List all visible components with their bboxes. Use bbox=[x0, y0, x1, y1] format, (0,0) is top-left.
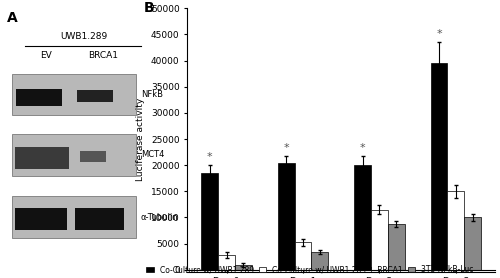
FancyBboxPatch shape bbox=[15, 208, 67, 230]
Bar bbox=[388, 224, 404, 270]
Bar bbox=[278, 163, 294, 270]
Text: B: B bbox=[144, 1, 155, 14]
Bar bbox=[430, 63, 448, 270]
Text: EV: EV bbox=[40, 51, 52, 60]
Text: *: * bbox=[360, 143, 366, 153]
Text: *: * bbox=[284, 143, 289, 153]
FancyBboxPatch shape bbox=[77, 90, 113, 102]
FancyBboxPatch shape bbox=[76, 208, 124, 230]
FancyBboxPatch shape bbox=[80, 151, 106, 162]
FancyBboxPatch shape bbox=[12, 197, 136, 238]
Bar bbox=[312, 252, 328, 270]
FancyBboxPatch shape bbox=[12, 74, 136, 115]
Y-axis label: Luciferase activity: Luciferase activity bbox=[136, 97, 145, 181]
Legend: Co-Culture w/ UWB1.289, Co-Culture w/ UWB1.289 + BRCA1, 3T3 NFkB-Luc: Co-Culture w/ UWB1.289, Co-Culture w/ UW… bbox=[146, 265, 474, 274]
Text: BRCA1: BRCA1 bbox=[88, 51, 118, 60]
Bar bbox=[354, 165, 371, 270]
FancyBboxPatch shape bbox=[12, 134, 136, 176]
Text: MCT4: MCT4 bbox=[140, 150, 164, 159]
FancyBboxPatch shape bbox=[15, 147, 69, 169]
Bar bbox=[202, 173, 218, 270]
Text: *: * bbox=[207, 152, 212, 162]
Text: A: A bbox=[6, 11, 18, 25]
Bar bbox=[371, 210, 388, 270]
Bar bbox=[448, 191, 464, 270]
Bar bbox=[218, 255, 235, 270]
Text: *: * bbox=[436, 29, 442, 39]
Bar bbox=[464, 217, 481, 270]
Bar bbox=[294, 242, 312, 270]
Bar bbox=[235, 265, 252, 270]
Text: UWB1.289: UWB1.289 bbox=[60, 32, 107, 41]
Text: NFkB: NFkB bbox=[140, 90, 162, 99]
FancyBboxPatch shape bbox=[16, 89, 62, 106]
Text: α-Tubulin: α-Tubulin bbox=[140, 213, 178, 222]
